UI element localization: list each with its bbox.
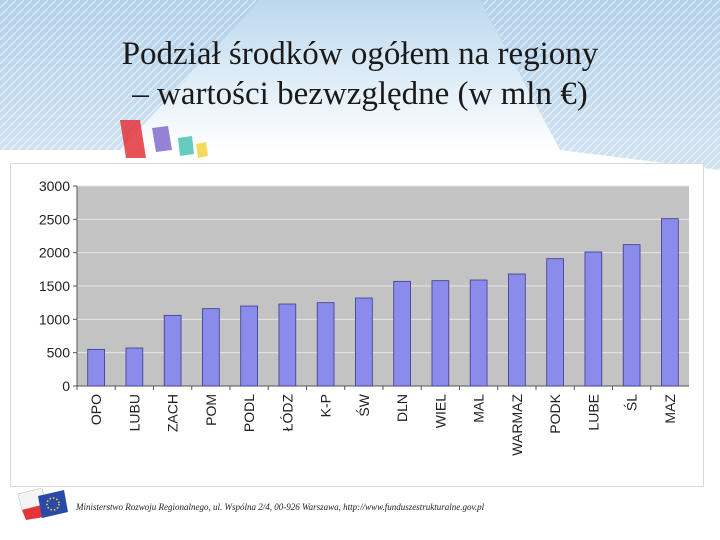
x-tick-label: WARMAZ [509, 394, 525, 456]
bar-6 [278, 303, 297, 387]
y-tick-label: 1500 [39, 278, 70, 294]
x-tick-label: ŚW [355, 393, 372, 416]
x-tick-label: DLN [394, 394, 410, 422]
bar-3 [163, 314, 182, 387]
title-line-2: – wartości bezwzględne (w mln €) [132, 76, 588, 112]
x-tick-label: LUBU [126, 394, 142, 431]
x-tick-label: PODL [241, 394, 257, 432]
bar-1 [87, 348, 105, 387]
bar-16 [661, 218, 679, 387]
x-tick-label: POM [203, 394, 219, 426]
x-tick-label: WIEL [432, 394, 448, 428]
bar-15 [622, 244, 641, 387]
bar-7 [316, 302, 335, 387]
slide-title: Podział środków ogółem na regiony – wart… [40, 34, 680, 114]
bar-4 [202, 308, 220, 387]
x-tick-label: OPO [88, 394, 104, 425]
x-tick-label: ŚL [623, 394, 640, 411]
x-tick-label: PODK [547, 393, 563, 433]
x-tick-label: K-P [318, 394, 334, 417]
bar-9 [393, 280, 411, 387]
footer-address: Ministerstwo Rozwoju Regionalnego, ul. W… [76, 502, 485, 512]
bar-13 [546, 258, 564, 387]
bar-chart: 0 500 1000 1500 2000 2500 3000 OPO LUBU ZACH POM PO… [39, 178, 689, 456]
y-tick-label: 1000 [39, 311, 70, 327]
x-tick-label: MAL [471, 394, 487, 423]
eu-poland-flag-logo [17, 487, 68, 520]
bar-10 [431, 280, 450, 387]
bar-11 [469, 279, 488, 387]
y-tick-label: 500 [47, 345, 71, 361]
bar-14 [584, 251, 603, 387]
bar-5 [240, 305, 258, 387]
x-tick-label: ŁÓDZ [279, 394, 295, 432]
bar-2 [125, 347, 144, 387]
y-tick-label: 3000 [39, 178, 70, 194]
bar-12 [508, 273, 526, 387]
y-tick-label: 0 [62, 378, 70, 394]
x-tick-label: LUBE [585, 394, 601, 431]
title-line-1: Podział środków ogółem na regiony [121, 36, 599, 72]
bar-8 [355, 297, 373, 387]
y-tick-label: 2500 [39, 211, 70, 227]
x-tick-label: MAZ [662, 394, 678, 424]
x-tick-label: ZACH [165, 394, 181, 432]
chart-frame: 0 500 1000 1500 2000 2500 3000 OPO LUBU ZACH POM PO… [10, 163, 704, 487]
y-tick-label: 2000 [39, 245, 70, 261]
